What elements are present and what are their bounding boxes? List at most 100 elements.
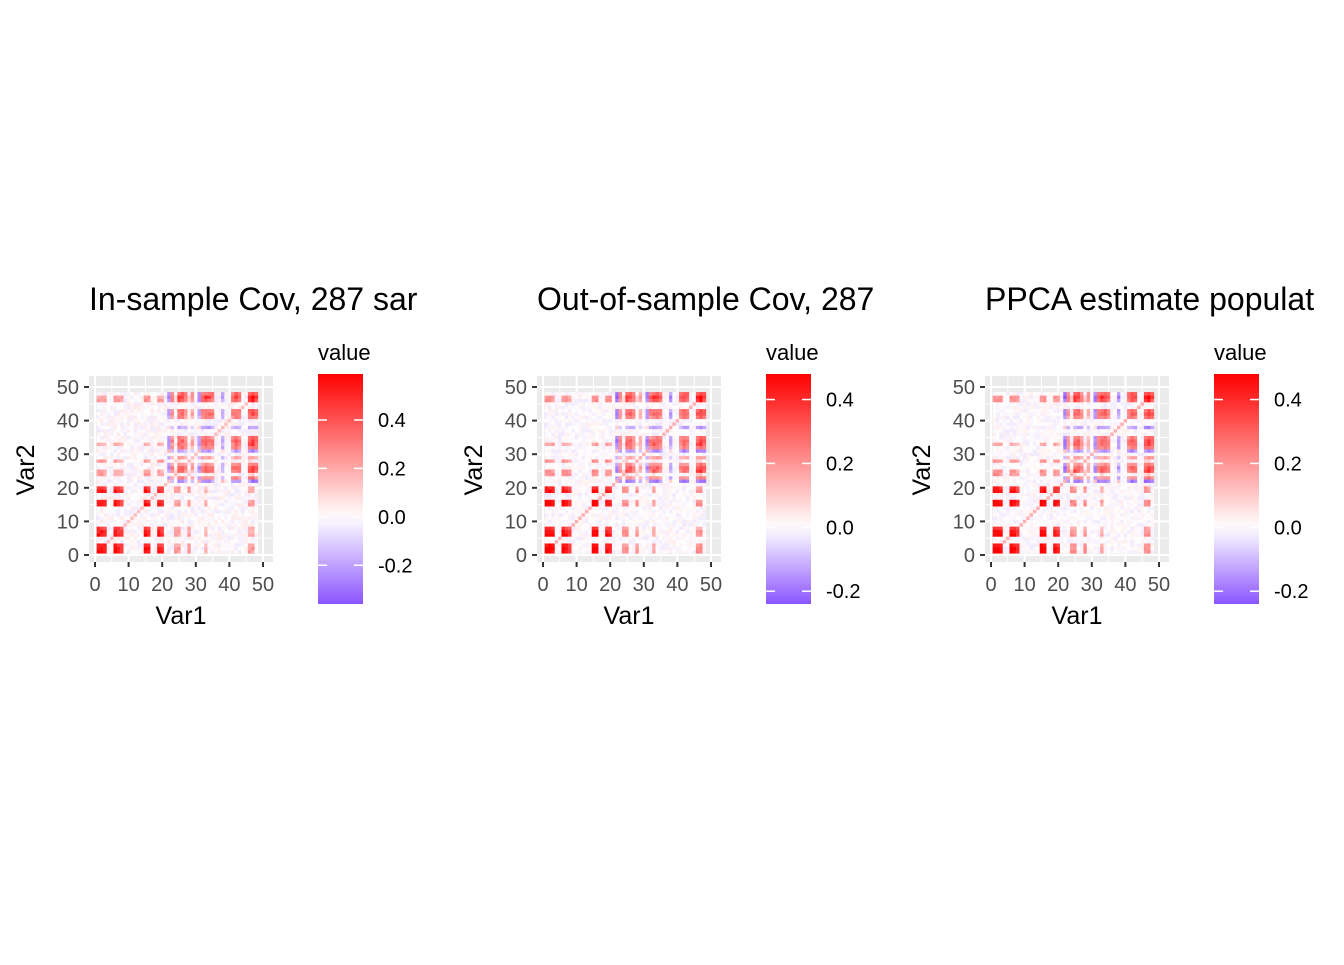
heatmap-cell — [211, 395, 215, 399]
heatmap-cell — [689, 395, 693, 399]
heatmap-cell — [635, 520, 639, 524]
heatmap-cell — [679, 453, 683, 457]
heatmap-cell — [124, 405, 128, 409]
heatmap-cell — [993, 500, 997, 504]
heatmap-cell — [568, 436, 572, 440]
heatmap-cell — [241, 537, 245, 541]
heatmap-cell — [669, 392, 673, 396]
heatmap-cell — [615, 439, 619, 443]
heatmap-cell — [703, 436, 707, 440]
heatmap-cell — [134, 442, 138, 446]
heatmap-cell — [157, 479, 161, 483]
heatmap-cell — [228, 513, 232, 517]
heatmap-cell — [659, 493, 663, 497]
heatmap-cell — [635, 500, 639, 504]
heatmap-cell — [161, 426, 165, 430]
heatmap-cell — [238, 516, 242, 520]
heatmap-cell — [551, 530, 555, 534]
heatmap-cell — [161, 473, 165, 477]
heatmap-cell — [545, 530, 549, 534]
heatmap-cell — [127, 456, 131, 460]
heatmap-cell — [565, 537, 569, 541]
heatmap-cell — [622, 513, 626, 517]
heatmap-cell — [609, 479, 613, 483]
heatmap-cell — [218, 516, 222, 520]
heatmap-cell — [127, 537, 131, 541]
heatmap-cell — [612, 486, 616, 490]
heatmap-cell — [211, 486, 215, 490]
heatmap-cell — [120, 399, 124, 403]
heatmap-cell — [245, 469, 249, 473]
heatmap-cell — [107, 489, 111, 493]
heatmap-cell — [578, 496, 582, 500]
heatmap-cell — [629, 395, 633, 399]
heatmap-cell — [164, 449, 168, 453]
heatmap-cell — [177, 516, 181, 520]
heatmap-cell — [592, 453, 596, 457]
heatmap-cell — [174, 402, 178, 406]
heatmap-cell — [117, 439, 121, 443]
heatmap-cell — [578, 409, 582, 413]
heatmap-cell — [245, 395, 249, 399]
heatmap-cell — [124, 392, 128, 396]
heatmap-cell — [588, 419, 592, 423]
heatmap-cell — [588, 483, 592, 487]
heatmap-cell — [632, 459, 636, 463]
heatmap-cell — [595, 479, 599, 483]
heatmap-cell — [656, 453, 660, 457]
heatmap-cell — [588, 496, 592, 500]
heatmap-cell — [605, 523, 609, 527]
heatmap-cell — [568, 510, 572, 514]
heatmap-cell — [130, 469, 134, 473]
heatmap-cell — [666, 429, 670, 433]
heatmap-cell — [588, 547, 592, 551]
heatmap-cell — [666, 486, 670, 490]
heatmap-cell — [592, 476, 596, 480]
heatmap-cell — [245, 399, 249, 403]
heatmap-cell — [134, 486, 138, 490]
heatmap-cell — [171, 453, 175, 457]
heatmap-cell — [582, 446, 586, 450]
heatmap-cell — [208, 392, 212, 396]
heatmap-cell — [602, 510, 606, 514]
heatmap-cell — [174, 463, 178, 467]
heatmap-cell — [234, 399, 238, 403]
heatmap-cell — [177, 550, 181, 554]
heatmap-cell — [565, 533, 569, 537]
y-tick-label: 0 — [68, 545, 79, 567]
heatmap-cell — [558, 459, 562, 463]
heatmap-cell — [572, 537, 576, 541]
heatmap-cell — [588, 432, 592, 436]
heatmap-cell — [113, 409, 117, 413]
heatmap-cell — [228, 479, 232, 483]
heatmap-cell — [241, 412, 245, 416]
heatmap-cell — [255, 516, 259, 520]
heatmap-cell — [248, 399, 252, 403]
heatmap-cell — [592, 466, 596, 470]
heatmap-cell — [154, 463, 158, 467]
heatmap-cell — [161, 540, 165, 544]
heatmap-cell — [110, 426, 114, 430]
heatmap-cell — [97, 459, 101, 463]
heatmap-cell — [639, 442, 643, 446]
heatmap-cell — [245, 409, 249, 413]
heatmap-cell — [672, 436, 676, 440]
heatmap-cell — [157, 422, 161, 426]
heatmap-cell — [208, 416, 212, 420]
heatmap-cell — [234, 506, 238, 510]
heatmap-cell — [177, 533, 181, 537]
heatmap-cell — [197, 516, 201, 520]
heatmap-cell — [656, 473, 660, 477]
heatmap-cell — [595, 500, 599, 504]
heatmap-cell — [204, 402, 208, 406]
heatmap-cell — [124, 537, 128, 541]
heatmap-cell — [609, 516, 613, 520]
heatmap-cell — [184, 432, 188, 436]
heatmap-cell — [177, 523, 181, 527]
heatmap-cell — [659, 469, 663, 473]
heatmap-cell — [241, 409, 245, 413]
heatmap-cell — [582, 416, 586, 420]
heatmap-cell — [130, 510, 134, 514]
heatmap-cell — [635, 395, 639, 399]
heatmap-cell — [144, 395, 148, 399]
